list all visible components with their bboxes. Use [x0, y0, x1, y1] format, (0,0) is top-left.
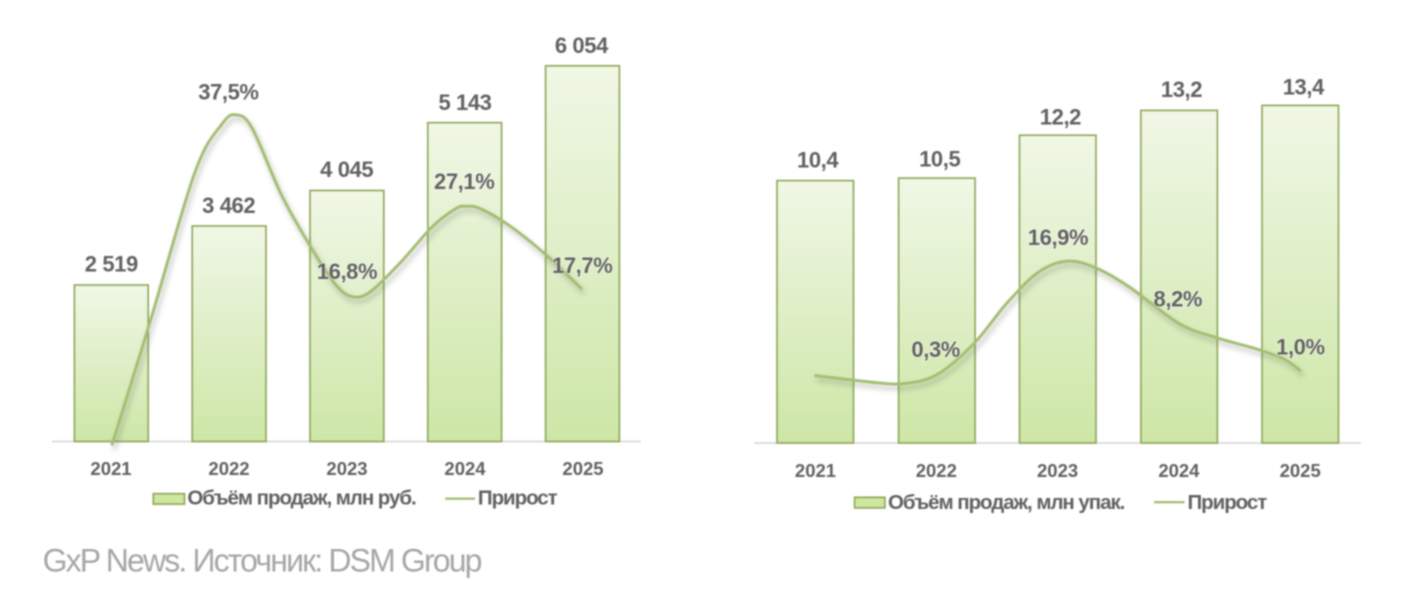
svg-text:12,2: 12,2	[1040, 105, 1081, 130]
svg-text:Объём продаж, млн упак.: Объём продаж, млн упак.	[888, 491, 1125, 514]
svg-text:2022: 2022	[208, 458, 249, 479]
svg-text:2025: 2025	[562, 458, 603, 479]
svg-text:Прирост: Прирост	[1188, 491, 1268, 514]
svg-text:10,4: 10,4	[797, 147, 839, 172]
svg-text:2021: 2021	[90, 458, 131, 479]
svg-text:2024: 2024	[1158, 460, 1200, 481]
svg-text:Объём продаж, млн руб.: Объём продаж, млн руб.	[187, 487, 416, 510]
svg-text:27,1%: 27,1%	[434, 169, 494, 194]
svg-text:2022: 2022	[916, 460, 957, 481]
svg-text:16,8%: 16,8%	[317, 259, 377, 284]
svg-text:2023: 2023	[326, 458, 367, 479]
svg-text:10,5: 10,5	[919, 147, 960, 172]
svg-text:3 462: 3 462	[202, 193, 255, 218]
svg-text:Прирост: Прирост	[478, 487, 558, 510]
svg-text:2 519: 2 519	[85, 252, 138, 277]
svg-text:17,7%: 17,7%	[552, 253, 612, 278]
svg-text:2024: 2024	[444, 458, 486, 479]
svg-text:13,2: 13,2	[1161, 77, 1202, 102]
svg-text:5 143: 5 143	[438, 90, 491, 115]
svg-text:13,4: 13,4	[1283, 74, 1325, 99]
svg-text:1,0%: 1,0%	[1276, 335, 1325, 360]
svg-text:4 045: 4 045	[320, 157, 373, 182]
svg-text:GxP News. Источник: DSM Group: GxP News. Источник: DSM Group	[43, 543, 482, 579]
svg-text:2023: 2023	[1037, 460, 1078, 481]
svg-text:37,5%: 37,5%	[198, 79, 258, 104]
svg-text:0,3%: 0,3%	[911, 337, 960, 362]
svg-text:2021: 2021	[795, 460, 836, 481]
svg-text:6 054: 6 054	[555, 33, 609, 58]
svg-text:16,9%: 16,9%	[1028, 225, 1088, 250]
svg-text:8,2%: 8,2%	[1154, 287, 1203, 312]
svg-text:2025: 2025	[1280, 460, 1321, 481]
